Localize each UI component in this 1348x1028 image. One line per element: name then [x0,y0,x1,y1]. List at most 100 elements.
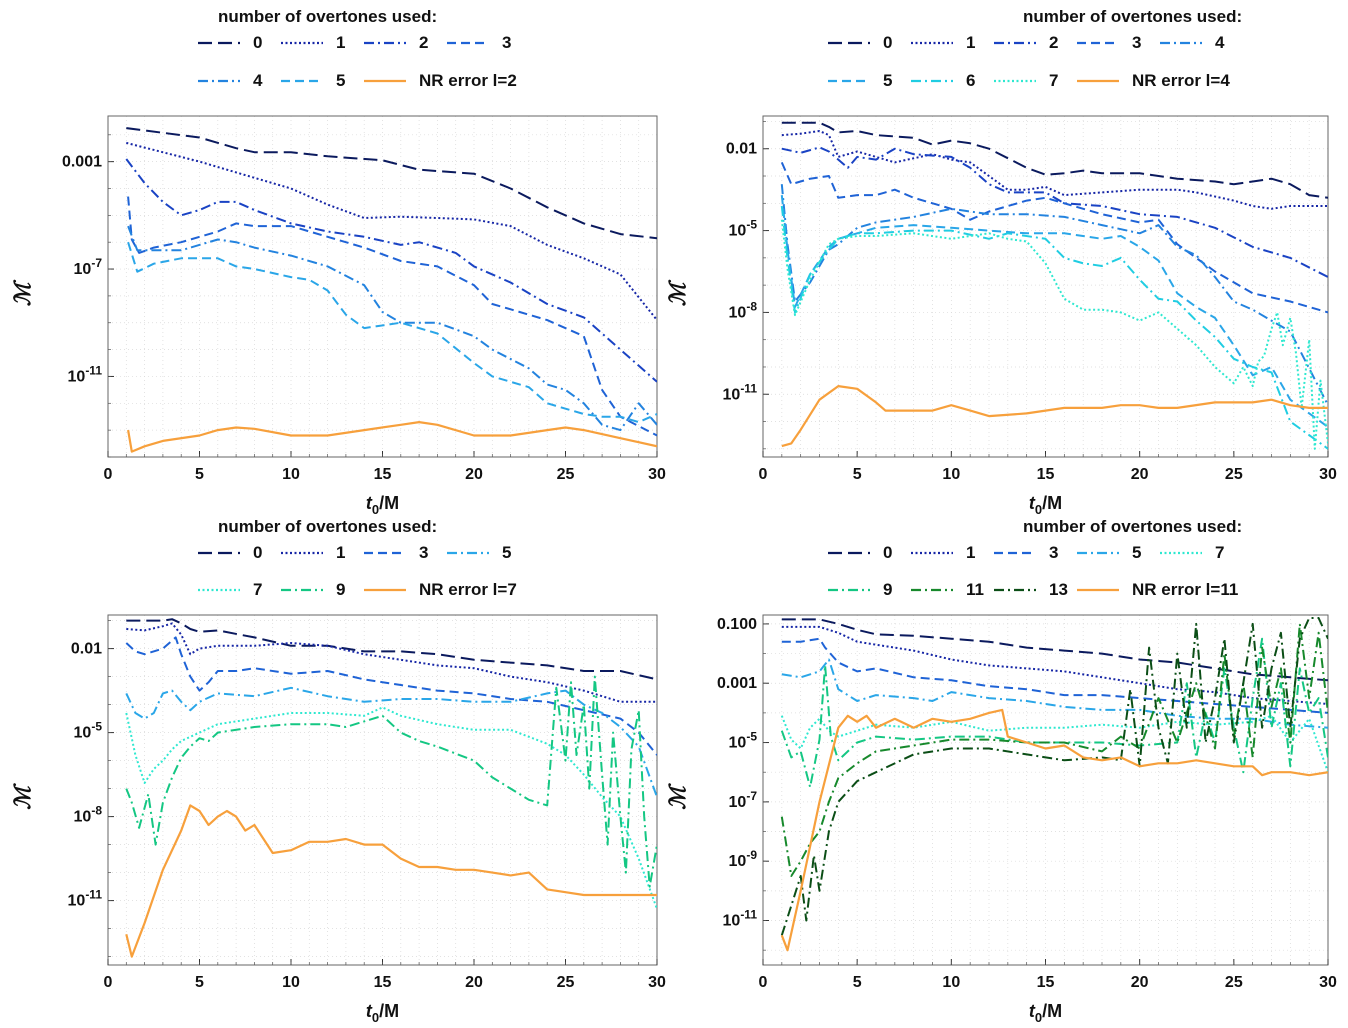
legend-label-NR: NR error l=11 [1132,580,1238,599]
series-line-11 [780,622,1328,877]
x-tick-label: 5 [195,974,204,991]
x-axis-label: t0/M [1029,493,1062,517]
series-line-7 [125,706,657,910]
series-line-4 [780,184,1328,406]
legend-label-5: 5 [883,71,892,90]
x-tick-label: 5 [853,974,862,991]
x-tick-label: 20 [1131,974,1149,991]
series-line-0 [126,127,657,240]
series-line-NR [127,421,657,453]
x-tick-label: 0 [104,974,113,991]
y-tick-label: 10-11 [723,908,758,930]
y-tick-label: 10-7 [74,256,103,278]
y-tick-label: 0.01 [71,641,102,658]
legend-label-7: 7 [1049,71,1058,90]
series-line-NR [780,708,1328,952]
x-tick-label: 20 [465,466,483,483]
legend-label-4: 4 [1215,33,1225,52]
series-line-NR [125,804,657,958]
x-tick-label: 30 [648,466,666,483]
legend-label-6: 6 [966,71,975,90]
series-line-5 [125,686,657,798]
series-line-5 [781,658,1328,729]
x-axis-label: t0/M [366,1001,399,1023]
x-tick-label: 20 [465,974,483,991]
legend-label-3: 3 [1049,543,1058,562]
y-tick-label: 10-5 [729,730,758,752]
y-tick-label: 10-7 [729,789,758,811]
series-line-1 [126,622,657,703]
x-tick-label: 5 [853,466,862,483]
legend-label-5: 5 [336,71,345,90]
x-tick-label: 10 [942,974,960,991]
x-tick-label: 25 [1225,466,1243,483]
y-tick-label: 10-11 [723,381,758,403]
x-tick-label: 30 [1319,974,1337,991]
legend-label-7: 7 [1215,543,1224,562]
x-axis-label: t0/M [1029,1001,1062,1023]
series-line-3 [781,637,1328,714]
legend-label-3: 3 [419,543,428,562]
y-tick-label: 10-11 [68,363,103,385]
series-line-0 [781,121,1328,199]
y-tick-label: 10-11 [68,888,103,910]
legend-label-13: 13 [1049,580,1068,599]
legend-label-0: 0 [883,543,892,562]
series-line-6 [780,205,1328,450]
series-line-9 [780,637,1328,788]
series-line-0 [781,618,1328,682]
legend-label-1: 1 [966,543,975,562]
legend-label-2: 2 [419,33,428,52]
legend-label-11: 11 [966,580,984,599]
series-line-4 [127,225,657,432]
x-tick-label: 30 [1319,466,1337,483]
chart-panel-4: 0 5 10 15 20 25 300.1000.00110-510-710-910-11t… [665,517,1337,1025]
y-axis-label: ℳ [10,783,35,810]
series-line-9 [125,675,657,888]
x-tick-label: 15 [1037,974,1055,991]
x-tick-label: 20 [1131,466,1149,483]
legend-label-NR: NR error l=7 [419,580,517,599]
series-line-13 [780,617,1328,936]
y-axis-label: ℳ [665,279,690,306]
legend-title: number of overtones used: [1023,7,1242,26]
x-tick-label: 10 [282,466,300,483]
legend-label-NR: NR error l=2 [419,71,517,90]
legend-label-7: 7 [253,580,262,599]
series-line-3 [127,196,657,437]
x-tick-label: 25 [1225,974,1243,991]
x-tick-label: 0 [759,466,768,483]
y-axis-label: ℳ [10,279,35,306]
y-tick-label: 10-9 [729,848,758,870]
series-line-5 [127,241,657,424]
series-line-7 [780,219,1328,450]
legend-label-NR: NR error l=4 [1132,71,1230,90]
x-tick-label: 30 [648,974,666,991]
legend-label-1: 1 [336,543,345,562]
x-tick-label: 15 [374,466,392,483]
legend-label-4: 4 [253,71,263,90]
chart-panel-3: 0 5 10 15 20 25 300.0110-510-810-11t0/Mℳnumber… [10,517,666,1025]
legend-label-3: 3 [502,33,511,52]
y-tick-label: 0.001 [62,154,102,171]
x-axis-label: t0/M [366,493,399,517]
y-tick-label: 0.01 [726,141,757,158]
x-tick-label: 0 [759,974,768,991]
plot-frame [107,115,658,458]
chart-panel-2: 0 5 10 15 20 25 300.0110-510-810-11t0/Mℳnumber… [665,7,1337,517]
x-tick-label: 0 [104,466,113,483]
series-line-2 [125,158,657,383]
legend-label-5: 5 [1132,543,1141,562]
series-line-1 [126,141,657,321]
x-tick-label: 15 [374,974,392,991]
y-axis-label: ℳ [665,783,690,810]
y-tick-label: 10-8 [74,804,103,826]
series-line-NR [781,385,1328,448]
series-line-3 [780,162,1328,314]
legend-label-9: 9 [883,580,892,599]
legend-label-0: 0 [883,33,892,52]
legend-title: number of overtones used: [218,517,437,536]
legend-label-9: 9 [336,580,345,599]
